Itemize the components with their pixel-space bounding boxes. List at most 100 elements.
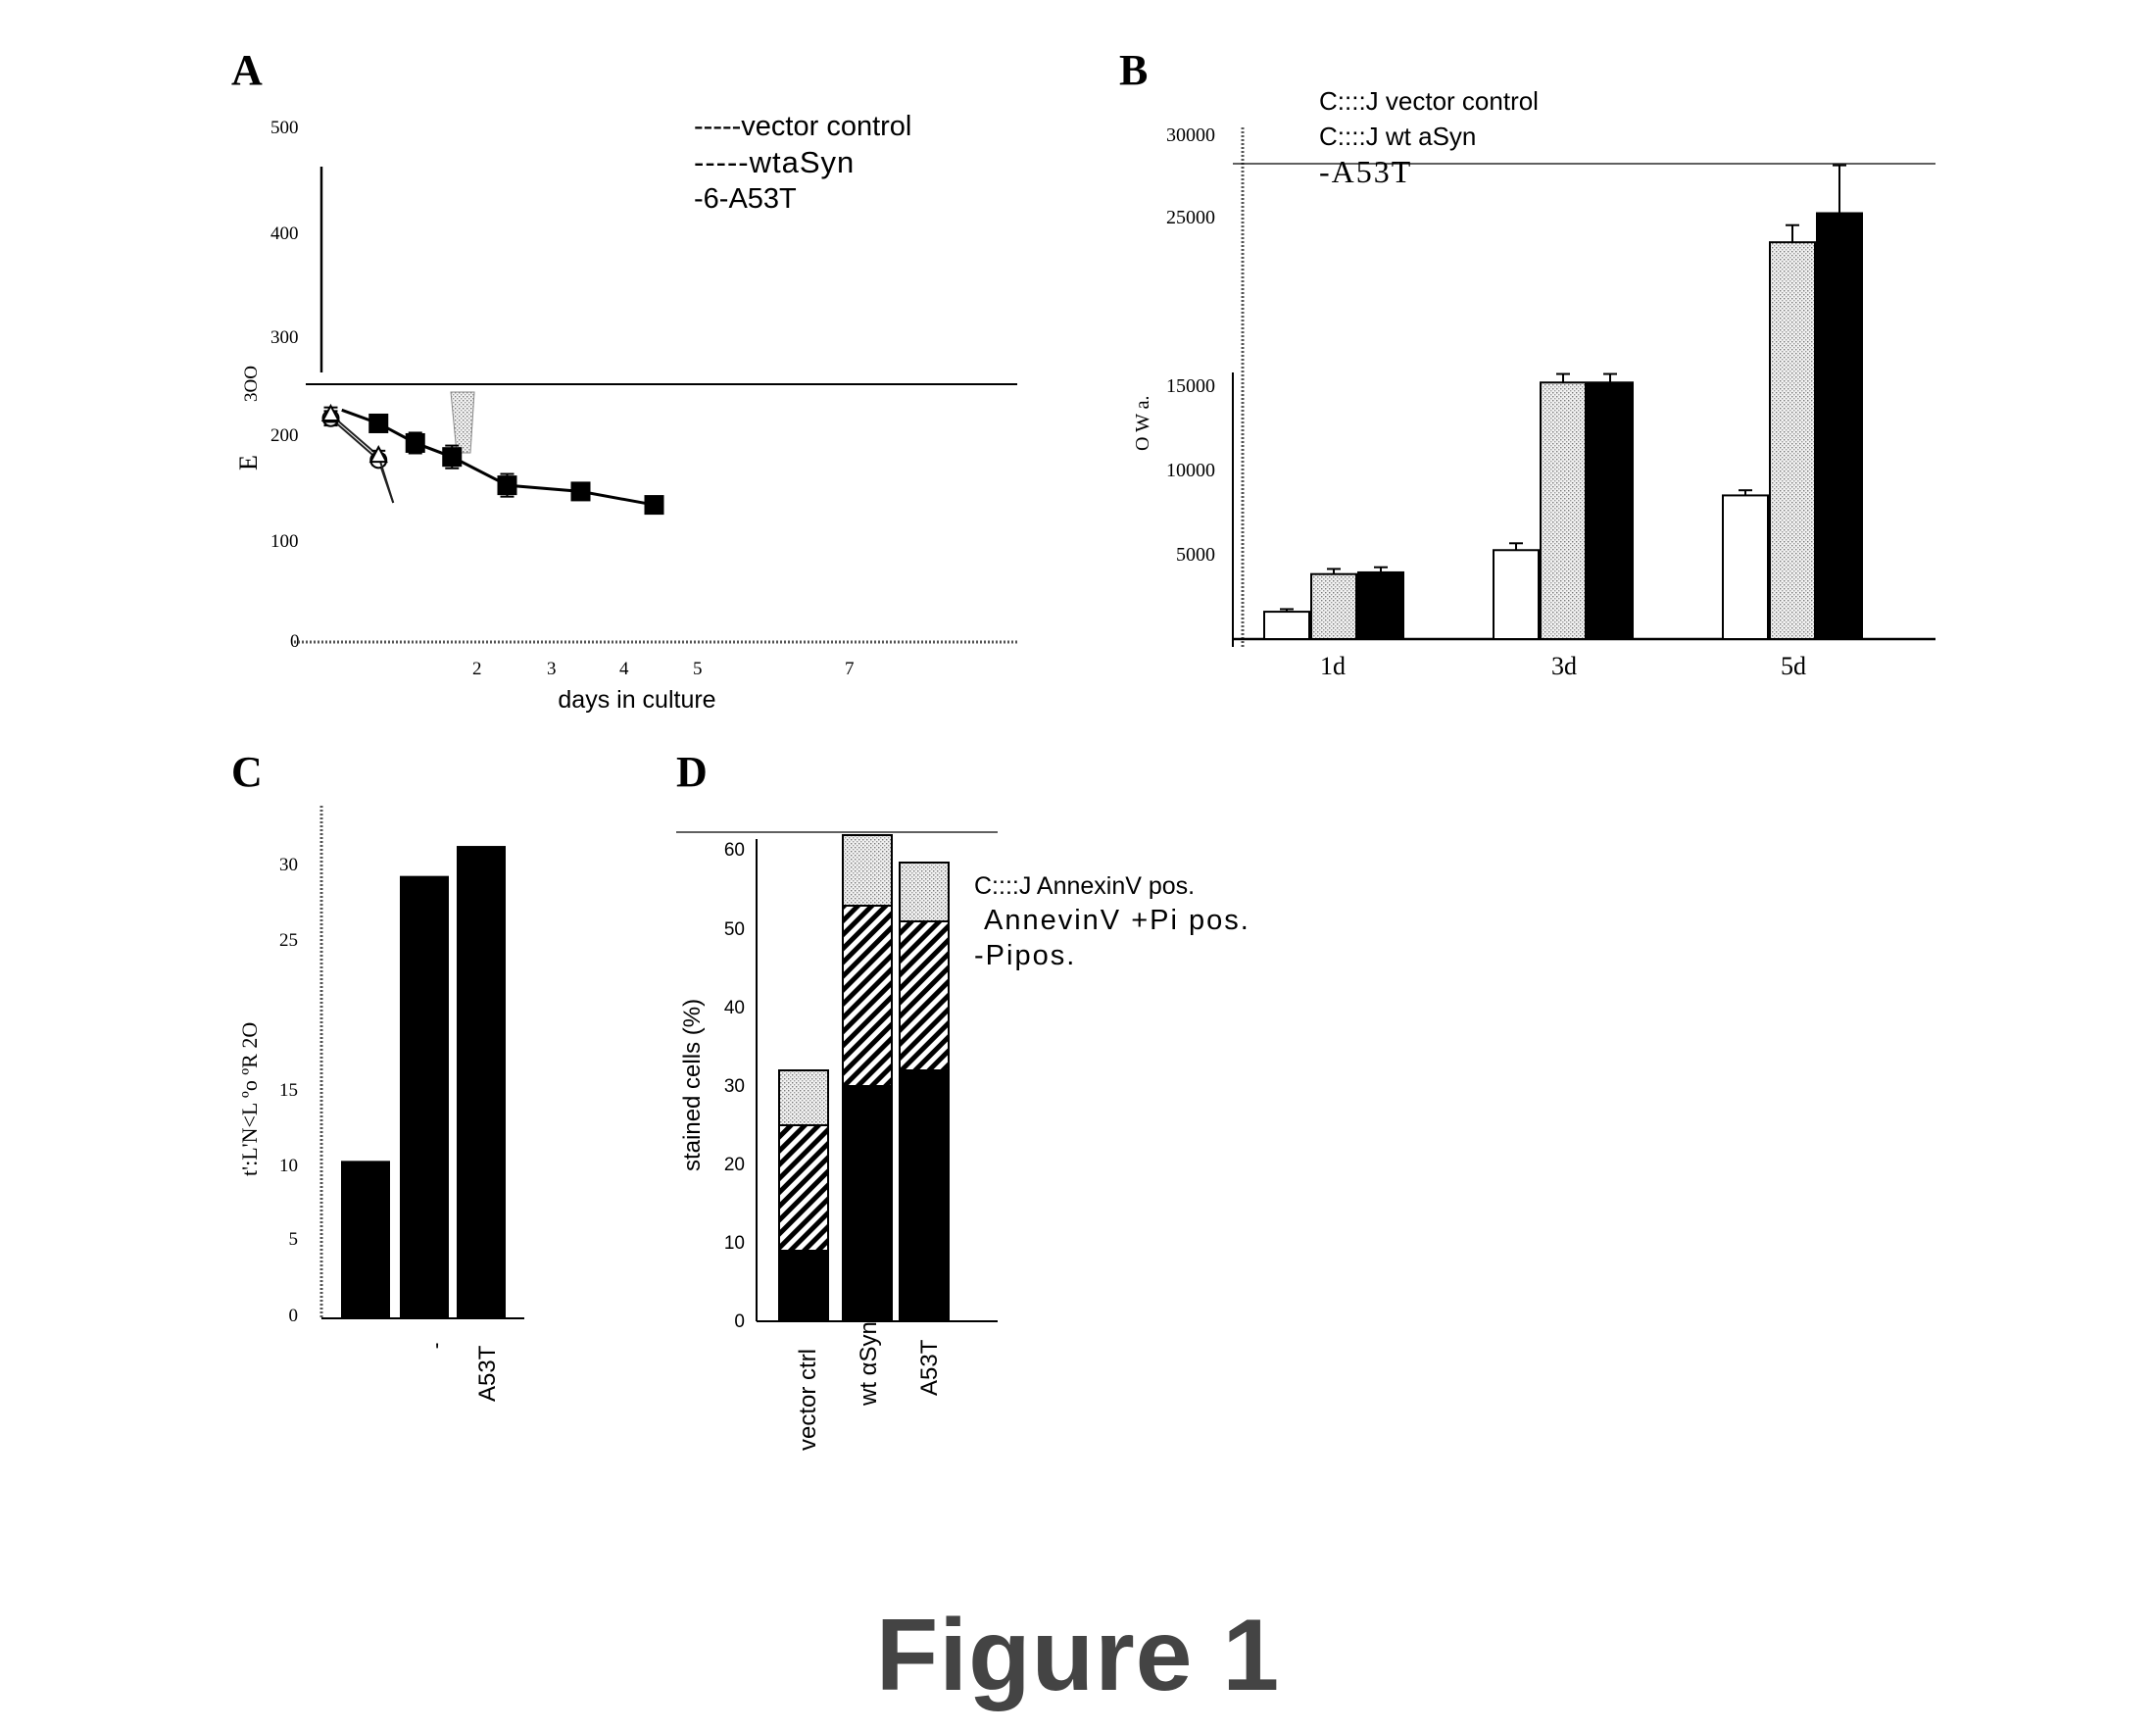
panel-d-xticks: vector ctrl wt αSyn A53T [795, 1321, 943, 1451]
panel-d-ylabel: stained cells (%) [679, 999, 706, 1171]
figure-canvas: A 500 400 300 200 100 0 3OO E 2 3 4 5 7 … [0, 0, 2156, 1731]
bar-group-2 [400, 876, 449, 1318]
stack-wt-αsyn-pipos- [843, 1086, 892, 1321]
panel-a-xtick-7: 7 [845, 659, 855, 679]
panel-d-ytick-50: 50 [724, 919, 745, 940]
panel-d-ytick-40: 40 [724, 998, 745, 1018]
panel-a-ytick-200: 200 [270, 425, 299, 446]
panel-d-xtick-a53t: A53T [916, 1339, 943, 1396]
panel-b-legend-a53t: -A53T [1319, 154, 1412, 189]
panel-d-plot [779, 835, 949, 1321]
panel-a-ytick-400: 400 [270, 223, 299, 244]
panel-c-ytick-30: 30 [279, 855, 298, 875]
panel-a-legend: -----vector control -----wtaSyn -6-A53T [694, 111, 911, 215]
panel-c-xtick-mark: ' [435, 1339, 439, 1363]
panel-b-ylabel: O W a. [1132, 396, 1153, 451]
panel-b-xtick-5d: 5d [1781, 652, 1806, 680]
panel-b-ytick-30000: 30000 [1166, 124, 1215, 146]
figure-title: Figure 1 [0, 1598, 2156, 1714]
panel-a-yticks: 500 400 300 200 100 0 3OO E [234, 118, 300, 652]
panel-d-letter: D [676, 748, 708, 796]
panel-b-legend-vector: C::::J vector control [1319, 86, 1539, 116]
panel-d-legend: C::::J AnnexinV pos. AnnevinV +Pi pos. -… [974, 872, 1250, 971]
stack-wt-αsyn-annevinv-pi-pos- [843, 906, 892, 1086]
panel-b-plot [1264, 166, 1862, 639]
bar-5d-wt-asyn [1770, 242, 1815, 639]
stack-vector-ctrl-annevinv-pi-pos- [779, 1125, 828, 1251]
panel-b-yticks: 30000 25000 15000 10000 5000 O W a. [1132, 124, 1215, 566]
panel-b: B C::::J vector control C::::J wt aSyn -… [1119, 46, 1936, 680]
data-point-square [571, 481, 591, 501]
panel-b-legend-wt: C::::J wt aSyn [1319, 122, 1476, 151]
panel-d-ytick-30: 30 [724, 1076, 745, 1097]
panel-a-ylabel: E [234, 455, 263, 470]
panel-d-legend-annexin: C::::J AnnexinV pos. [974, 872, 1195, 900]
panel-b-ytick-10000: 10000 [1166, 460, 1215, 481]
panel-a-xtick-3: 3 [547, 659, 557, 679]
stack-a53t-annevinv-pi-pos- [900, 921, 949, 1070]
panel-a-ytick-100: 100 [270, 531, 299, 552]
panel-d-ytick-20: 20 [724, 1155, 745, 1175]
panel-a-legend-vector: -----vector control [694, 111, 911, 142]
panel-d-ytick-0: 0 [734, 1311, 745, 1332]
bar-5d-vector-control [1723, 495, 1768, 639]
panel-d: D 60 50 40 30 20 10 0 stained cells (%) … [676, 748, 1250, 1451]
bar-3d-vector-control [1494, 550, 1539, 639]
panel-a-letter: A [231, 46, 263, 94]
panel-d-xtick-vector: vector ctrl [795, 1349, 821, 1451]
panel-b-ytick-5000: 5000 [1176, 544, 1215, 566]
panel-b-xtick-1d: 1d [1320, 652, 1346, 680]
stack-a53t-annexinv-pos- [900, 863, 949, 921]
panel-d-xtick-wt: wt αSyn [856, 1321, 882, 1407]
panel-a: A 500 400 300 200 100 0 3OO E 2 3 4 5 7 … [231, 46, 1019, 714]
panel-a-xticks: 2 3 4 5 7 [472, 659, 855, 679]
panel-d-ytick-60: 60 [724, 840, 745, 861]
panel-b-legend: C::::J vector control C::::J wt aSyn -A5… [1319, 86, 1539, 189]
bar-3d-wt-asyn [1541, 382, 1586, 639]
panel-a-ytick-distorted: 3OO [241, 366, 262, 402]
stack-vector-ctrl-pipos- [779, 1251, 828, 1321]
data-point-square [498, 475, 517, 495]
panel-c-xtick-a53t: A53T [474, 1345, 501, 1402]
panel-a-ytick-300: 300 [270, 327, 299, 348]
stack-wt-αsyn-annexinv-pos- [843, 835, 892, 906]
panel-c: C 30 25 15 10 5 0 t':L'N<L ºo ºR 2O ' A5… [231, 748, 524, 1402]
panel-a-legend-wt: -----wtaSyn [694, 145, 855, 179]
panel-a-plot [323, 406, 664, 515]
bar-group-1 [341, 1161, 390, 1318]
panel-a-legend-a53t: -6-A53T [694, 183, 797, 215]
data-point-square [368, 414, 388, 433]
panel-a-ytick-500: 500 [270, 118, 299, 138]
bar-1d-a53t [1358, 572, 1403, 639]
panel-d-legend-pi: -Pipos. [974, 940, 1076, 971]
stack-a53t-pipos- [900, 1070, 949, 1321]
panel-b-ytick-15000: 15000 [1166, 375, 1215, 397]
panel-b-xtick-3d: 3d [1551, 652, 1577, 680]
panel-c-plot [341, 846, 506, 1318]
panel-c-ytick-10: 10 [279, 1156, 298, 1176]
panel-a-xtick-4: 4 [619, 659, 629, 679]
bar-5d-a53t [1817, 213, 1862, 639]
bar-A53T [457, 846, 506, 1318]
panel-a-artifact [451, 392, 474, 453]
panel-c-ytick-25: 25 [279, 930, 298, 951]
panel-a-xlabel: days in culture [558, 686, 715, 714]
panel-d-yticks: 60 50 40 30 20 10 0 stained cells (%) [679, 840, 745, 1332]
panel-b-xticks: 1d 3d 5d [1320, 652, 1806, 680]
data-point-square [442, 447, 462, 467]
panel-c-ytick-0: 0 [289, 1306, 299, 1326]
bar-3d-a53t [1588, 382, 1633, 639]
panel-c-ytick-15: 15 [279, 1080, 298, 1101]
panel-b-letter: B [1119, 46, 1148, 94]
panel-a-xtick-5: 5 [693, 659, 703, 679]
panel-d-ytick-10: 10 [724, 1233, 745, 1254]
bar-1d-vector-control [1264, 612, 1309, 639]
panel-c-yticks: 30 25 15 10 5 0 t':L'N<L ºo ºR 2O [237, 855, 298, 1326]
bar-1d-wt-asyn [1311, 574, 1356, 639]
panel-c-ytick-5: 5 [289, 1229, 299, 1250]
data-point-square [645, 495, 664, 515]
panel-c-ylabel: t':L'N<L ºo ºR 2O [237, 1022, 262, 1176]
panel-a-xtick-2: 2 [472, 659, 482, 679]
panel-c-letter: C [231, 748, 263, 796]
stack-vector-ctrl-annexinv-pos- [779, 1070, 828, 1125]
